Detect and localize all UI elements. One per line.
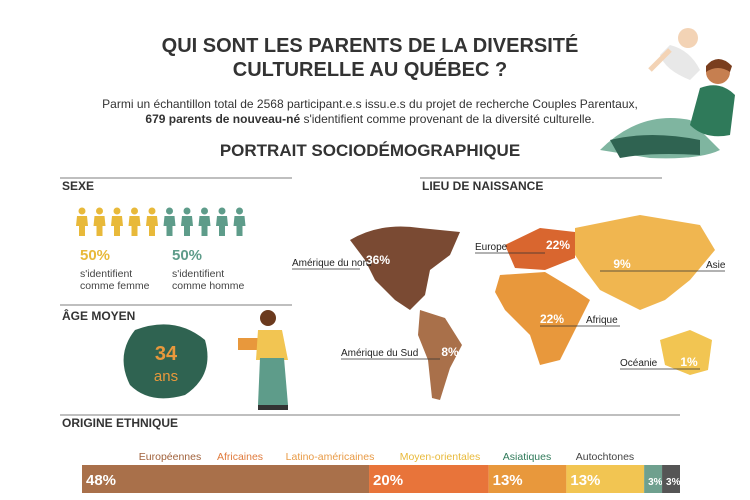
- origin-bar: 48% Européennes 20% Africaines 13% Latino-amé…: [82, 451, 681, 493]
- segment-label: 20%: [373, 472, 403, 489]
- person-icon: [148, 207, 156, 215]
- percent: 50%: [172, 247, 202, 264]
- person-icon: [78, 207, 86, 215]
- segment-name: Autochtones: [576, 451, 634, 463]
- region-name: Asie: [706, 260, 726, 271]
- person-icon: [166, 207, 173, 215]
- caption: s'identifient: [80, 268, 132, 280]
- region-percent: 22%: [540, 312, 564, 326]
- origin-segment: [662, 465, 680, 493]
- region-percent: 8%: [441, 345, 459, 359]
- intro-bold: 679 parents de nouveau-né: [145, 112, 300, 126]
- intro: 679 parents de nouveau-né s'identifient …: [145, 112, 594, 126]
- person-icon: [201, 207, 208, 215]
- percent: 50%: [80, 247, 110, 264]
- segment-name: Asiatiques: [503, 451, 551, 463]
- segment-label: 3%: [666, 477, 681, 488]
- region-name: Amérique du Sud: [341, 348, 418, 359]
- person-icon: [93, 216, 106, 236]
- caption: comme homme: [172, 280, 245, 292]
- caption: s'identifient: [172, 268, 224, 280]
- person-icon: [146, 216, 158, 236]
- age-value: 34: [155, 343, 178, 365]
- segment-label: 3%: [648, 477, 663, 488]
- caption: comme femme: [80, 280, 150, 292]
- intro-rest: s'identifient comme provenant de la dive…: [303, 112, 594, 126]
- region-name: Amérique du nord: [292, 258, 372, 269]
- parents-illustration: [600, 28, 735, 159]
- section-heading: ÂGE MOYEN: [62, 308, 135, 323]
- subtitle: PORTRAIT SOCIODÉMOGRAPHIQUE: [220, 141, 520, 160]
- age-blob: [123, 324, 208, 399]
- region-percent: 22%: [546, 238, 570, 252]
- origin-segment: [82, 465, 370, 493]
- person-icon: [128, 216, 141, 236]
- region-percent: 9%: [613, 257, 631, 271]
- section-heading: LIEU DE NAISSANCE: [422, 179, 543, 193]
- people-icons: [76, 207, 246, 236]
- segment-name: Européennes: [139, 451, 201, 463]
- person-icon: [96, 207, 103, 215]
- region-name: Europe: [475, 242, 508, 253]
- segment-name: Latino-américaines: [286, 451, 375, 463]
- segment-label: 48%: [86, 472, 116, 489]
- section-heading: ORIGINE ETHNIQUE: [62, 416, 178, 430]
- origin-segment: [566, 465, 645, 493]
- intro: Parmi un échantillon total de 2568 parti…: [102, 97, 638, 111]
- segment-label: 13%: [493, 472, 523, 489]
- origin-segment: [644, 465, 663, 493]
- person-icon: [233, 216, 246, 236]
- segment-label: 13%: [570, 472, 600, 489]
- person-icon: [218, 207, 226, 215]
- world-map: [350, 215, 715, 400]
- person-icon: [163, 216, 176, 236]
- person-icon: [76, 216, 88, 236]
- region-name: Océanie: [620, 358, 658, 369]
- region-name: Afrique: [586, 315, 618, 326]
- person-icon: [131, 207, 138, 215]
- origin-segment: [369, 465, 489, 493]
- person-icon: [198, 216, 211, 236]
- person-icon: [216, 216, 228, 236]
- age-unit: ans: [154, 368, 178, 385]
- person-icon: [113, 207, 121, 215]
- segment-name: Africaines: [217, 451, 263, 463]
- region-percent: 36%: [366, 253, 390, 267]
- person-icon: [183, 207, 191, 215]
- origin-segment: [488, 465, 567, 493]
- title: QUI SONT LES PARENTS DE LA DIVERSITÉ: [162, 34, 579, 57]
- segment-name: Moyen-orientales: [400, 451, 481, 463]
- person-illustration: [238, 310, 288, 410]
- person-icon: [181, 216, 193, 236]
- title: CULTURELLE AU QUÉBEC ?: [233, 58, 507, 81]
- person-icon: [111, 216, 123, 236]
- section-heading: SEXE: [62, 179, 94, 193]
- person-icon: [236, 207, 243, 215]
- region-percent: 1%: [680, 355, 698, 369]
